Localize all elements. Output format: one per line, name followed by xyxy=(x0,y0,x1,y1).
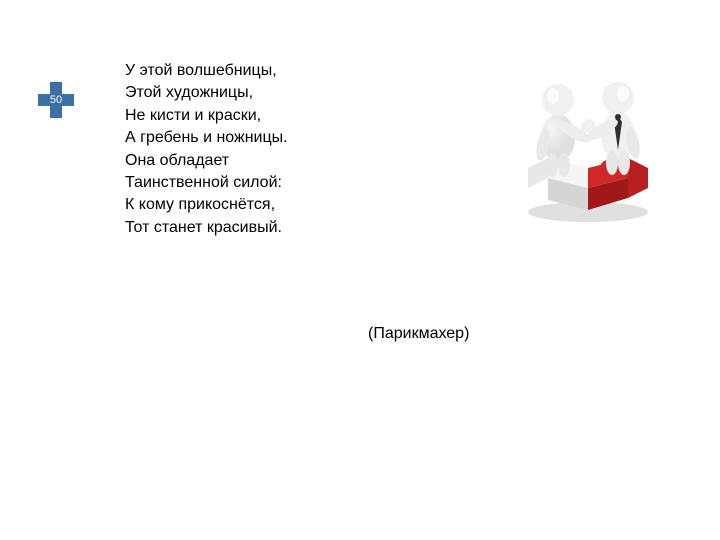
riddle-text: У этой волшебницы, Этой художницы, Не ки… xyxy=(125,60,288,239)
riddle-line: Она обладает xyxy=(125,150,288,172)
riddle-answer: (Парикмахер) xyxy=(368,325,469,343)
riddle-line: А гребень и ножницы. xyxy=(125,127,288,149)
handshake-illustration xyxy=(510,60,665,225)
riddle-line: К кому прикоснётся, xyxy=(125,194,288,216)
riddle-line: Таинственной силой: xyxy=(125,172,288,194)
handshake-icon xyxy=(510,60,665,225)
riddle-line: Этой художницы, xyxy=(125,82,288,104)
riddle-line: У этой волшебницы, xyxy=(125,60,288,82)
riddle-line: Тот станет красивый. xyxy=(125,217,288,239)
badge-number: 50 xyxy=(38,82,74,118)
points-badge: 50 xyxy=(38,82,74,118)
riddle-line: Не кисти и краски, xyxy=(125,105,288,127)
